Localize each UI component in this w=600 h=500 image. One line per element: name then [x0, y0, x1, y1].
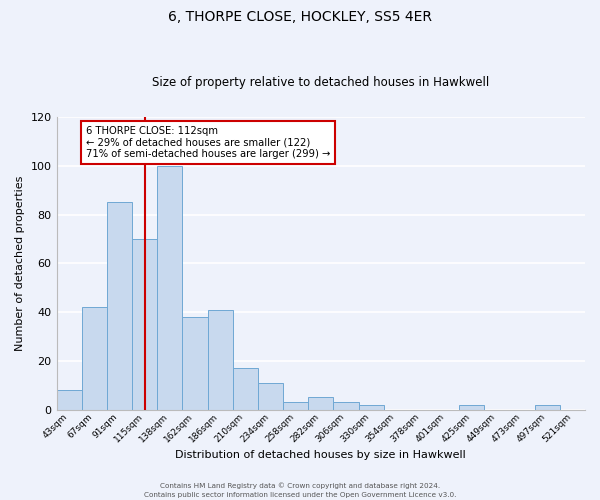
- Bar: [157, 166, 182, 410]
- Bar: [334, 402, 359, 409]
- Bar: [258, 383, 283, 409]
- Title: Size of property relative to detached houses in Hawkwell: Size of property relative to detached ho…: [152, 76, 490, 90]
- Text: Contains public sector information licensed under the Open Government Licence v3: Contains public sector information licen…: [144, 492, 456, 498]
- Bar: [182, 317, 208, 410]
- Text: 6, THORPE CLOSE, HOCKLEY, SS5 4ER: 6, THORPE CLOSE, HOCKLEY, SS5 4ER: [168, 10, 432, 24]
- Bar: [208, 310, 233, 410]
- Bar: [459, 404, 484, 409]
- Bar: [308, 398, 334, 409]
- Bar: [82, 307, 107, 410]
- Bar: [359, 404, 383, 409]
- Bar: [56, 390, 82, 409]
- Bar: [535, 404, 560, 409]
- Y-axis label: Number of detached properties: Number of detached properties: [15, 176, 25, 351]
- Bar: [132, 239, 157, 410]
- X-axis label: Distribution of detached houses by size in Hawkwell: Distribution of detached houses by size …: [175, 450, 466, 460]
- Text: 6 THORPE CLOSE: 112sqm
← 29% of detached houses are smaller (122)
71% of semi-de: 6 THORPE CLOSE: 112sqm ← 29% of detached…: [86, 126, 330, 159]
- Bar: [233, 368, 258, 410]
- Text: Contains HM Land Registry data © Crown copyright and database right 2024.: Contains HM Land Registry data © Crown c…: [160, 482, 440, 489]
- Bar: [283, 402, 308, 409]
- Bar: [107, 202, 132, 410]
